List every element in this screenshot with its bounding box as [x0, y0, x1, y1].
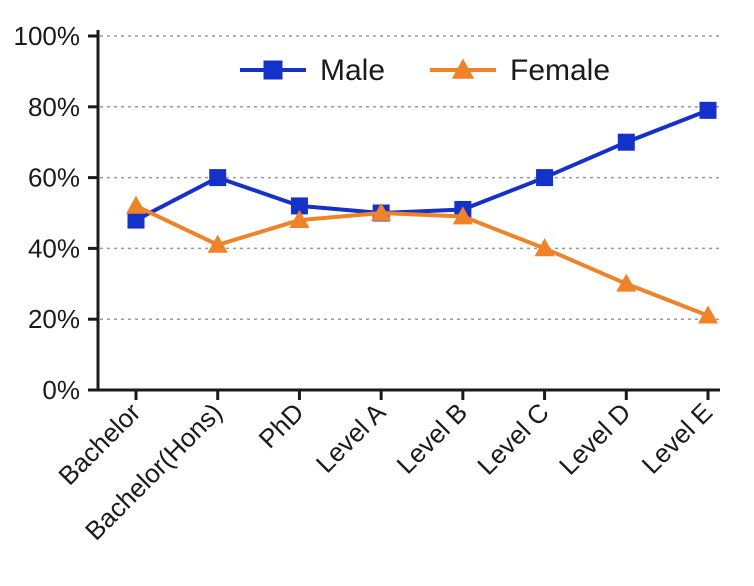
series-line — [136, 110, 708, 220]
x-tick-label: Level C — [471, 397, 555, 481]
x-tick-label: Level E — [636, 397, 719, 480]
legend-label: Female — [510, 54, 610, 87]
line-chart: 0%20%40%60%80%100%BachelorBachelor(Hons)… — [0, 0, 754, 586]
series-male — [128, 102, 716, 228]
x-tick-label: PhD — [253, 397, 310, 454]
marker-square — [700, 102, 716, 118]
x-tick-label: Level B — [391, 397, 474, 480]
legend-label: Male — [320, 54, 385, 87]
x-tick-label: Level A — [310, 397, 392, 479]
y-tick-label: 20% — [28, 304, 80, 334]
marker-square — [210, 170, 226, 186]
chart-container: 0%20%40%60%80%100%BachelorBachelor(Hons)… — [0, 0, 754, 586]
y-tick-label: 100% — [14, 21, 81, 51]
marker-triangle — [127, 197, 145, 214]
marker-square — [128, 212, 144, 228]
y-tick-label: 40% — [28, 233, 80, 263]
series-female — [127, 197, 717, 323]
y-tick-label: 80% — [28, 92, 80, 122]
series-line — [136, 206, 708, 316]
y-tick-label: 60% — [28, 163, 80, 193]
legend: Male Female — [240, 54, 610, 87]
x-tick-label: Level D — [553, 397, 637, 481]
marker-square — [618, 134, 634, 150]
marker-square — [537, 170, 553, 186]
marker-square — [264, 61, 282, 79]
y-tick-label: 0% — [42, 375, 80, 405]
